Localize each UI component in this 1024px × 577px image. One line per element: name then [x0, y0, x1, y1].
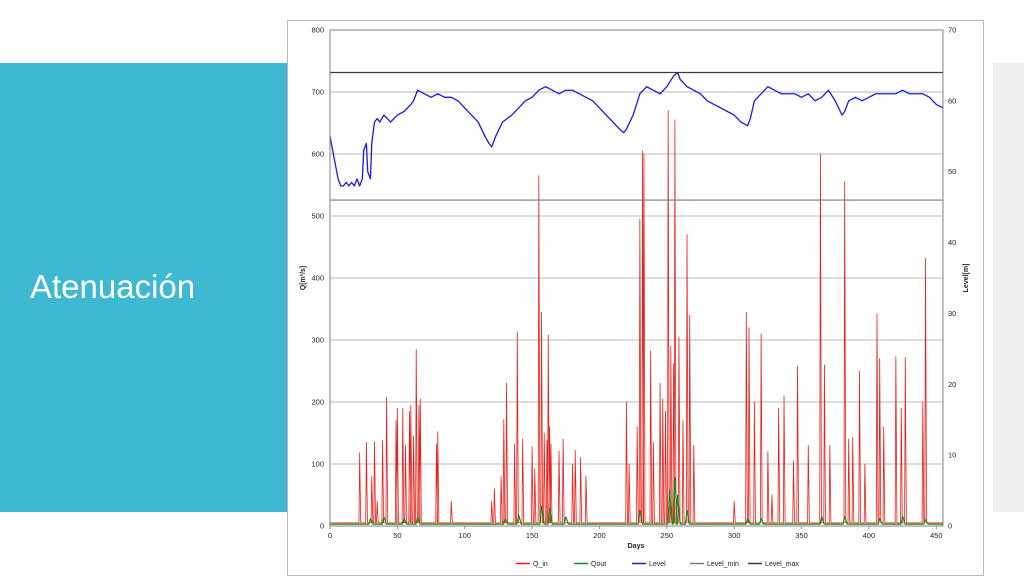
- x-tick-label: 0: [328, 531, 332, 540]
- series-qout-line: [330, 477, 943, 525]
- side-panel: [993, 63, 1024, 512]
- x-tick-label: 400: [863, 531, 876, 540]
- x-tick-label: 450: [930, 531, 943, 540]
- legend-label: Qout: [591, 561, 606, 568]
- x-tick-label: 50: [393, 531, 401, 540]
- slide-title: Atenuación: [30, 268, 196, 305]
- legend-label: Level: [649, 561, 666, 568]
- right-axis: 0 10 20 30 40 50 60 70: [948, 26, 956, 531]
- y-right-tick-label: 30: [948, 309, 956, 318]
- legend-label: Q_in: [533, 561, 548, 568]
- left-axis: 0 100 200 300 400 500 600 700 800: [311, 26, 324, 531]
- y-right-tick-label: 70: [948, 26, 956, 35]
- x-axis: 0 50 100 150 200 250 300 350 400 450: [328, 526, 943, 540]
- y-left-tick-label: 800: [311, 26, 324, 35]
- x-tick-label: 100: [458, 531, 471, 540]
- y-left-tick-label: 0: [320, 522, 324, 531]
- y-left-tick-label: 200: [311, 398, 324, 407]
- y-axis-left-label: Q[m³/s]: [300, 266, 307, 291]
- y-right-tick-label: 40: [948, 238, 956, 247]
- y-axis-right-label: Level[m]: [963, 264, 970, 293]
- plot-area-border: [329, 29, 944, 527]
- series-q-in-line: [330, 110, 943, 524]
- chart-frame: 0 100 200 300 400 500 600 700 800 0 10 20 30 40 50 60 7…: [287, 20, 984, 576]
- y-right-tick-label: 50: [948, 167, 956, 176]
- y-right-tick-label: 10: [948, 451, 956, 460]
- y-left-tick-label: 600: [311, 150, 324, 159]
- legend-label: Level_max: [765, 561, 799, 568]
- y-right-tick-label: 20: [948, 380, 956, 389]
- accent-panel: [0, 63, 287, 512]
- y-right-tick-label: 60: [948, 96, 956, 105]
- x-tick-label: 300: [728, 531, 741, 540]
- y-left-tick-label: 100: [311, 460, 324, 469]
- series-level-line: [329, 71, 944, 187]
- y-left-tick-label: 400: [311, 274, 324, 283]
- series: [329, 71, 944, 525]
- y-left-tick-label: 300: [311, 336, 324, 345]
- y-left-tick-label: 500: [311, 212, 324, 221]
- legend-label: Level_min: [707, 561, 739, 568]
- x-tick-label: 250: [661, 531, 674, 540]
- x-tick-label: 150: [526, 531, 539, 540]
- y-right-tick-label: 0: [948, 522, 952, 531]
- legend: Q_in Qout Level Level_min Level_max: [516, 561, 799, 568]
- y-left-tick-label: 700: [311, 88, 324, 97]
- x-axis-label: Days: [628, 543, 645, 550]
- x-tick-label: 350: [795, 531, 808, 540]
- x-tick-label: 200: [593, 531, 606, 540]
